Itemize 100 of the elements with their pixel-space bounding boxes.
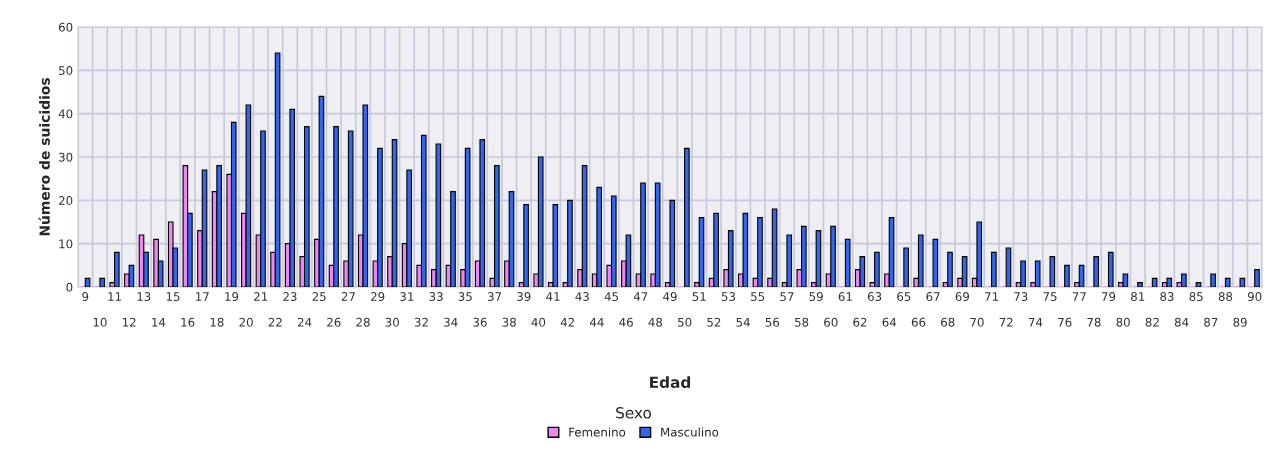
x-tick-label: 45: [604, 292, 619, 301]
bar: [552, 204, 559, 287]
bar: [347, 130, 354, 287]
bar: [1137, 282, 1143, 287]
bar: [654, 182, 661, 287]
x-tick-label: 55: [751, 292, 765, 301]
bar: [333, 126, 339, 287]
bar: [450, 191, 456, 287]
bar: [523, 204, 529, 287]
x-tick-label: 61: [838, 292, 852, 301]
bar: [435, 143, 442, 287]
x-tick-label: 34: [444, 317, 458, 327]
bar: [289, 108, 296, 287]
x-tick-label: 87: [1204, 317, 1218, 327]
bar: [99, 277, 106, 287]
x-tick-label: 47: [633, 292, 648, 301]
bar: [713, 212, 719, 287]
x-tick-label: 90: [1247, 292, 1262, 301]
bar: [947, 251, 953, 287]
x-tick-label: 52: [707, 317, 721, 327]
y-tick-label: 60: [58, 22, 73, 32]
x-tick-label: 80: [1116, 317, 1130, 327]
x-tick-label: 42: [560, 317, 575, 327]
x-tick-label: 12: [122, 317, 136, 327]
x-tick-label: 58: [794, 317, 809, 327]
bar: [1064, 264, 1070, 287]
x-tick-label: 48: [648, 317, 663, 327]
x-tick-label: 24: [297, 317, 312, 327]
x-tick-label: 79: [1101, 292, 1116, 301]
x-tick-label: 43: [575, 292, 589, 301]
legend-label: Masculino: [661, 427, 719, 437]
y-tick-label: 0: [66, 282, 73, 292]
x-tick-label: 17: [196, 292, 209, 301]
bar: [1005, 247, 1012, 287]
x-tick-label: 32: [414, 317, 428, 327]
x-tick-label: 29: [371, 292, 385, 301]
legend-title: Sexo: [616, 406, 652, 419]
bar: [1254, 269, 1260, 287]
x-tick-label: 22: [268, 317, 282, 327]
bar: [1107, 251, 1114, 287]
x-tick-label: 76: [1058, 317, 1072, 327]
bar: [727, 230, 734, 287]
x-tick-label: 49: [663, 292, 677, 301]
x-tick-label: 72: [999, 317, 1013, 327]
x-tick-label: 14: [152, 317, 166, 327]
bar: [859, 256, 866, 287]
x-tick-label: 71: [985, 292, 998, 301]
bar: [844, 238, 851, 287]
bar: [1151, 277, 1158, 287]
x-tick-label: 40: [531, 317, 546, 327]
x-tick-label: 65: [897, 292, 911, 301]
x-tick-label: 62: [853, 317, 867, 327]
x-tick-label: 10: [93, 317, 107, 327]
bar: [1020, 260, 1026, 287]
x-tick-label: 63: [867, 292, 882, 301]
x-tick-label: 60: [824, 317, 838, 327]
x-tick-label: 85: [1189, 292, 1203, 301]
bar: [917, 234, 924, 287]
x-tick-label: 33: [429, 292, 443, 301]
x-tick-label: 19: [225, 292, 239, 301]
bar: [1224, 277, 1231, 287]
bar: [406, 169, 412, 287]
bar: [479, 139, 486, 287]
bar: [976, 221, 983, 287]
x-tick-label: 59: [809, 292, 823, 301]
x-tick-label: 70: [970, 317, 984, 327]
bar: [903, 247, 909, 287]
bar: [684, 147, 690, 287]
x-tick-label: 28: [356, 317, 370, 327]
x-axis-title: Edad: [650, 376, 691, 389]
y-tick-label: 50: [59, 66, 73, 75]
bar: [596, 186, 602, 287]
bar: [1034, 260, 1041, 287]
y-tick-label: 30: [59, 152, 73, 162]
bar: [757, 217, 763, 287]
bar: [830, 225, 836, 287]
x-tick-label: 39: [517, 292, 531, 301]
x-tick-label: 9: [82, 292, 89, 301]
bar: [961, 256, 968, 287]
x-tick-label: 67: [926, 292, 940, 301]
x-tick-label: 56: [765, 317, 780, 327]
x-tick-label: 89: [1233, 317, 1247, 327]
bar: [1093, 256, 1099, 287]
x-tick-label: 75: [1043, 292, 1057, 301]
y-tick-label: 40: [58, 109, 73, 119]
y-tick-label: 10: [59, 239, 73, 249]
x-tick-label: 26: [327, 317, 341, 327]
x-tick-label: 21: [254, 292, 268, 301]
x-tick-label: 44: [589, 317, 604, 327]
x-tick-label: 31: [400, 292, 414, 301]
bar: [113, 251, 120, 287]
x-tick-label: 88: [1218, 292, 1233, 301]
x-tick-label: 20: [239, 317, 253, 327]
x-tick-label: 57: [780, 292, 794, 301]
bar: [1195, 282, 1202, 287]
x-tick-label: 81: [1131, 292, 1145, 301]
x-tick-label: 41: [546, 292, 560, 301]
x-tick-label: 25: [312, 292, 326, 301]
y-tick-label: 20: [58, 196, 73, 205]
bar: [245, 104, 252, 287]
